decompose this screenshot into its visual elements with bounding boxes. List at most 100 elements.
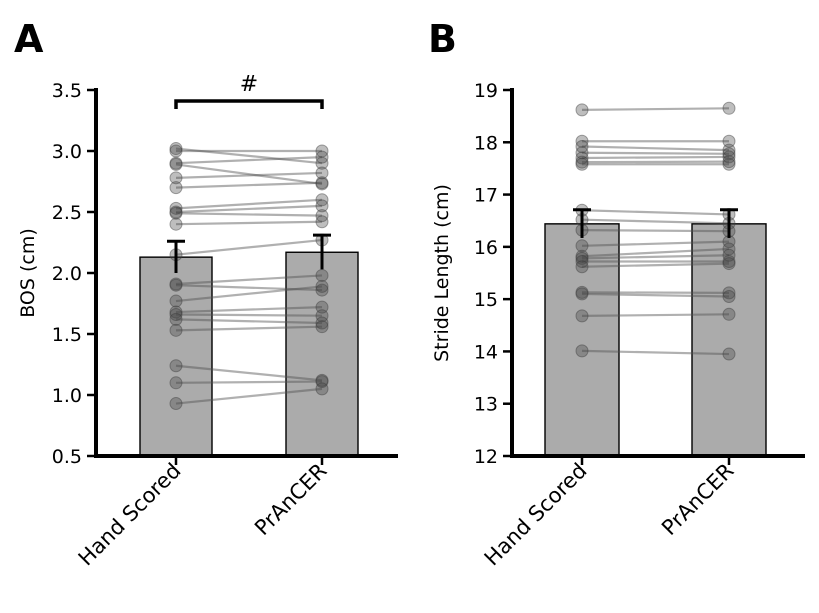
data-point xyxy=(315,156,329,170)
pair-line xyxy=(175,163,323,186)
data-point xyxy=(315,150,329,164)
pair-line xyxy=(581,155,730,160)
data-point xyxy=(575,103,589,117)
data-point xyxy=(315,199,329,213)
data-point xyxy=(169,359,183,373)
pair-line xyxy=(175,306,323,314)
pair-line xyxy=(581,313,730,317)
data-point xyxy=(169,323,183,337)
data-point xyxy=(169,144,183,158)
data-point xyxy=(169,277,183,291)
panel-letter: A xyxy=(14,17,44,61)
pair-line xyxy=(581,240,730,247)
data-point xyxy=(722,286,736,300)
x-tick-label: Hand Scored xyxy=(74,459,186,571)
data-point xyxy=(575,139,589,153)
data-point xyxy=(315,316,329,330)
data-point xyxy=(722,257,736,271)
y-tick-label: 3.0 xyxy=(52,141,82,163)
data-point xyxy=(169,205,183,219)
pair-line xyxy=(175,181,323,189)
data-point xyxy=(169,156,183,170)
data-point xyxy=(315,320,329,334)
pair-line xyxy=(581,229,730,233)
pair-line xyxy=(581,291,730,294)
y-tick-label: 19 xyxy=(474,80,498,102)
data-point xyxy=(315,215,329,229)
data-point xyxy=(169,307,183,321)
pair-line xyxy=(581,218,730,225)
pair-line xyxy=(581,292,730,298)
bar-prancer xyxy=(285,251,359,457)
data-point xyxy=(575,239,589,253)
pair-line xyxy=(581,247,730,258)
x-tick-label: PrAnCER xyxy=(657,459,738,540)
y-tick-label: 1.5 xyxy=(52,324,82,346)
data-point xyxy=(575,157,589,171)
data-point xyxy=(169,305,183,319)
data-point xyxy=(722,134,736,148)
data-point xyxy=(315,193,329,207)
pair-line xyxy=(581,145,730,152)
significance-marker: # xyxy=(240,72,258,97)
data-point xyxy=(575,146,589,160)
y-tick-label: 0.5 xyxy=(52,446,82,468)
data-point xyxy=(722,242,736,256)
data-point xyxy=(315,375,329,389)
data-point xyxy=(575,254,589,268)
y-tick-label: 15 xyxy=(474,289,498,311)
pair-line xyxy=(175,198,323,210)
y-tick-label: 2.5 xyxy=(52,202,82,224)
pair-line xyxy=(175,171,323,179)
y-tick-label: 12 xyxy=(474,446,498,468)
data-point xyxy=(169,206,183,220)
data-point xyxy=(169,397,183,411)
bar-hand-scored xyxy=(139,256,213,457)
pair-line xyxy=(175,220,323,226)
pair-line xyxy=(175,364,323,382)
data-point xyxy=(315,177,329,191)
data-point xyxy=(722,143,736,157)
data-point xyxy=(169,376,183,390)
data-point xyxy=(169,294,183,308)
data-point xyxy=(315,209,329,223)
significance-bracket xyxy=(174,99,324,109)
data-point xyxy=(722,147,736,161)
y-tick-label: 13 xyxy=(474,394,498,416)
data-point xyxy=(575,260,589,274)
pair-line xyxy=(175,313,323,317)
data-point xyxy=(722,150,736,164)
pair-line xyxy=(175,380,323,384)
data-point xyxy=(575,134,589,148)
data-point xyxy=(722,248,736,262)
data-point xyxy=(169,157,183,171)
pair-line xyxy=(175,204,323,214)
pair-line xyxy=(581,262,730,268)
data-point xyxy=(722,307,736,321)
pair-line xyxy=(175,387,323,405)
pair-line xyxy=(175,325,323,332)
y-tick-label: 18 xyxy=(474,132,498,154)
data-point xyxy=(315,382,329,396)
data-point xyxy=(722,290,736,304)
data-point xyxy=(575,251,589,265)
x-tick-label: PrAnCER xyxy=(250,459,331,540)
data-point xyxy=(575,285,589,299)
data-point xyxy=(315,176,329,190)
pair-line xyxy=(175,284,323,292)
pair-line xyxy=(581,209,730,216)
data-point xyxy=(169,278,183,292)
data-point xyxy=(722,101,736,115)
data-point xyxy=(575,155,589,169)
data-point xyxy=(315,300,329,314)
bar-hand-scored xyxy=(544,223,620,457)
data-point xyxy=(169,142,183,156)
data-point xyxy=(575,287,589,301)
x-tick-label: Hand Scored xyxy=(480,459,592,571)
pair-line xyxy=(581,107,730,111)
data-point xyxy=(315,166,329,180)
y-tick-label: 16 xyxy=(474,237,498,259)
data-point xyxy=(722,254,736,268)
data-point xyxy=(722,347,736,361)
